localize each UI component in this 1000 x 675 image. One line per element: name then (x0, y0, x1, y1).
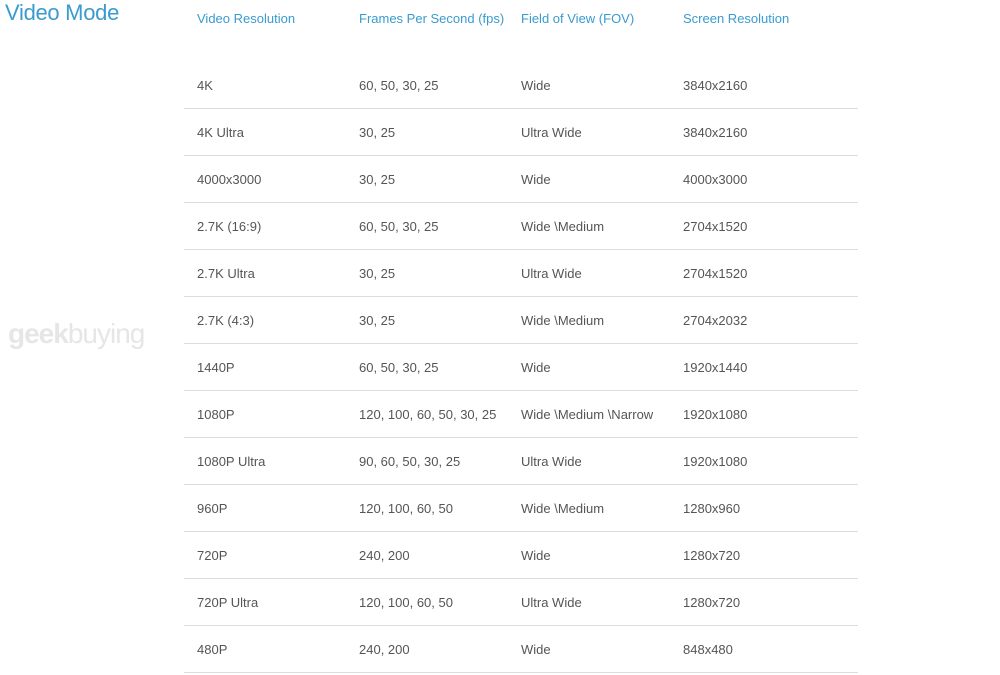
column-header: Field of View (FOV) (521, 11, 635, 26)
table-row: 1080P 120, 100, 60, 50, 30, 25 Wide \Mediu… (184, 391, 858, 438)
table-cell: 120, 100, 60, 50 (359, 595, 453, 610)
table-cell: Wide (521, 172, 551, 187)
table-cell: 3840x2160 (683, 125, 748, 140)
table-cell: 120, 100, 60, 50 (359, 501, 453, 516)
table-cell: Wide (521, 360, 551, 375)
table-cell: 1440P (197, 360, 235, 375)
table-header: Video Resolution Frames Per Second (fps)… (184, 0, 858, 62)
table-row: 960P 120, 100, 60, 50 Wide \Medium 1280x960 (184, 485, 858, 532)
column-header: Video Resolution (197, 11, 296, 26)
table-cell: Ultra Wide (521, 595, 582, 610)
table-cell: 2.7K Ultra (197, 266, 255, 281)
table-cell: 60, 50, 30, 25 (359, 219, 439, 234)
table-cell: 848x480 (683, 642, 733, 657)
table-cell: 720P Ultra (197, 595, 259, 610)
table-cell: Wide (521, 78, 551, 93)
table-cell: 1080P (197, 407, 235, 422)
table-cell: 60, 50, 30, 25 (359, 78, 439, 93)
table-cell: Ultra Wide (521, 266, 582, 281)
table-cell: Wide (521, 548, 551, 563)
table-cell: 30, 25 (359, 172, 396, 187)
table-cell: 1280x960 (683, 501, 741, 516)
table-cell: 4000x3000 (197, 172, 262, 187)
table-cell: 480P (197, 642, 228, 657)
table-row: 1080P Ultra 90, 60, 50, 30, 25 Ultra Wide 1… (184, 438, 858, 485)
table-cell: Ultra Wide (521, 125, 582, 140)
table-cell: 1920x1080 (683, 407, 748, 422)
table-cell: 30, 25 (359, 313, 396, 328)
table-cell: 2704x2032 (683, 313, 748, 328)
table-row: 2.7K (16:9) 60, 50, 30, 25 Wide \Medium 270… (184, 203, 858, 250)
table-cell: 1280x720 (683, 548, 741, 563)
table-cell: 2704x1520 (683, 266, 748, 281)
table-row: 4K Ultra 30, 25 Ultra Wide 3840x2160 (184, 109, 858, 156)
video-mode-table: Video Resolution Frames Per Second (fps)… (184, 0, 858, 673)
table-cell: 2.7K (4:3) (197, 313, 255, 328)
table-cell: 240, 200 (359, 642, 410, 657)
table-cell: 30, 25 (359, 125, 396, 140)
table-cell: 30, 25 (359, 266, 396, 281)
table-cell: 1280x720 (683, 595, 741, 610)
table-cell: 1920x1080 (683, 454, 748, 469)
table-cell: Wide \Medium (521, 219, 605, 234)
table-row: 2.7K (4:3) 30, 25 Wide \Medium 2704x2032 (184, 297, 858, 344)
table-cell: 4K Ultra (197, 125, 244, 140)
table-cell: 120, 100, 60, 50, 30, 25 (359, 407, 497, 422)
table-cell: Ultra Wide (521, 454, 582, 469)
table-cell: 960P (197, 501, 228, 516)
table-cell: 1080P Ultra (197, 454, 266, 469)
table-cell: 240, 200 (359, 548, 410, 563)
table-cell: 4K (197, 78, 213, 93)
column-header: Frames Per Second (fps) (359, 11, 505, 26)
column-header: Screen Resolution (683, 11, 790, 26)
table-cell: Wide (521, 642, 551, 657)
table-cell: Wide \Medium \Narrow (521, 407, 654, 422)
table-cell: 60, 50, 30, 25 (359, 360, 439, 375)
table-row: 720P 240, 200 Wide 1280x720 (184, 532, 858, 579)
table-body: 4K 60, 50, 30, 25 Wide 3840x2160 4K Ultra 30,… (184, 62, 858, 673)
table-cell: Wide \Medium (521, 313, 605, 328)
table-cell: 720P (197, 548, 228, 563)
table-cell: 90, 60, 50, 30, 25 (359, 454, 461, 469)
table-row: 480P 240, 200 Wide 848x480 (184, 626, 858, 673)
table-cell: 1920x1440 (683, 360, 748, 375)
section-title: Video Mode (5, 0, 120, 25)
table-cell: 2.7K (16:9) (197, 219, 262, 234)
table-row: 4K 60, 50, 30, 25 Wide 3840x2160 (184, 62, 858, 109)
table-cell: Wide \Medium (521, 501, 605, 516)
watermark-logo: geekbuying (8, 318, 145, 349)
table-row: 2.7K Ultra 30, 25 Ultra Wide 2704x1520 (184, 250, 858, 297)
table-cell: 2704x1520 (683, 219, 748, 234)
table-row: 720P Ultra 120, 100, 60, 50 Ultra Wide 1280… (184, 579, 858, 626)
table-row: 1440P 60, 50, 30, 25 Wide 1920x1440 (184, 344, 858, 391)
table-row: 4000x3000 30, 25 Wide 4000x3000 (184, 156, 858, 203)
table-cell: 3840x2160 (683, 78, 748, 93)
table-cell: 4000x3000 (683, 172, 748, 187)
